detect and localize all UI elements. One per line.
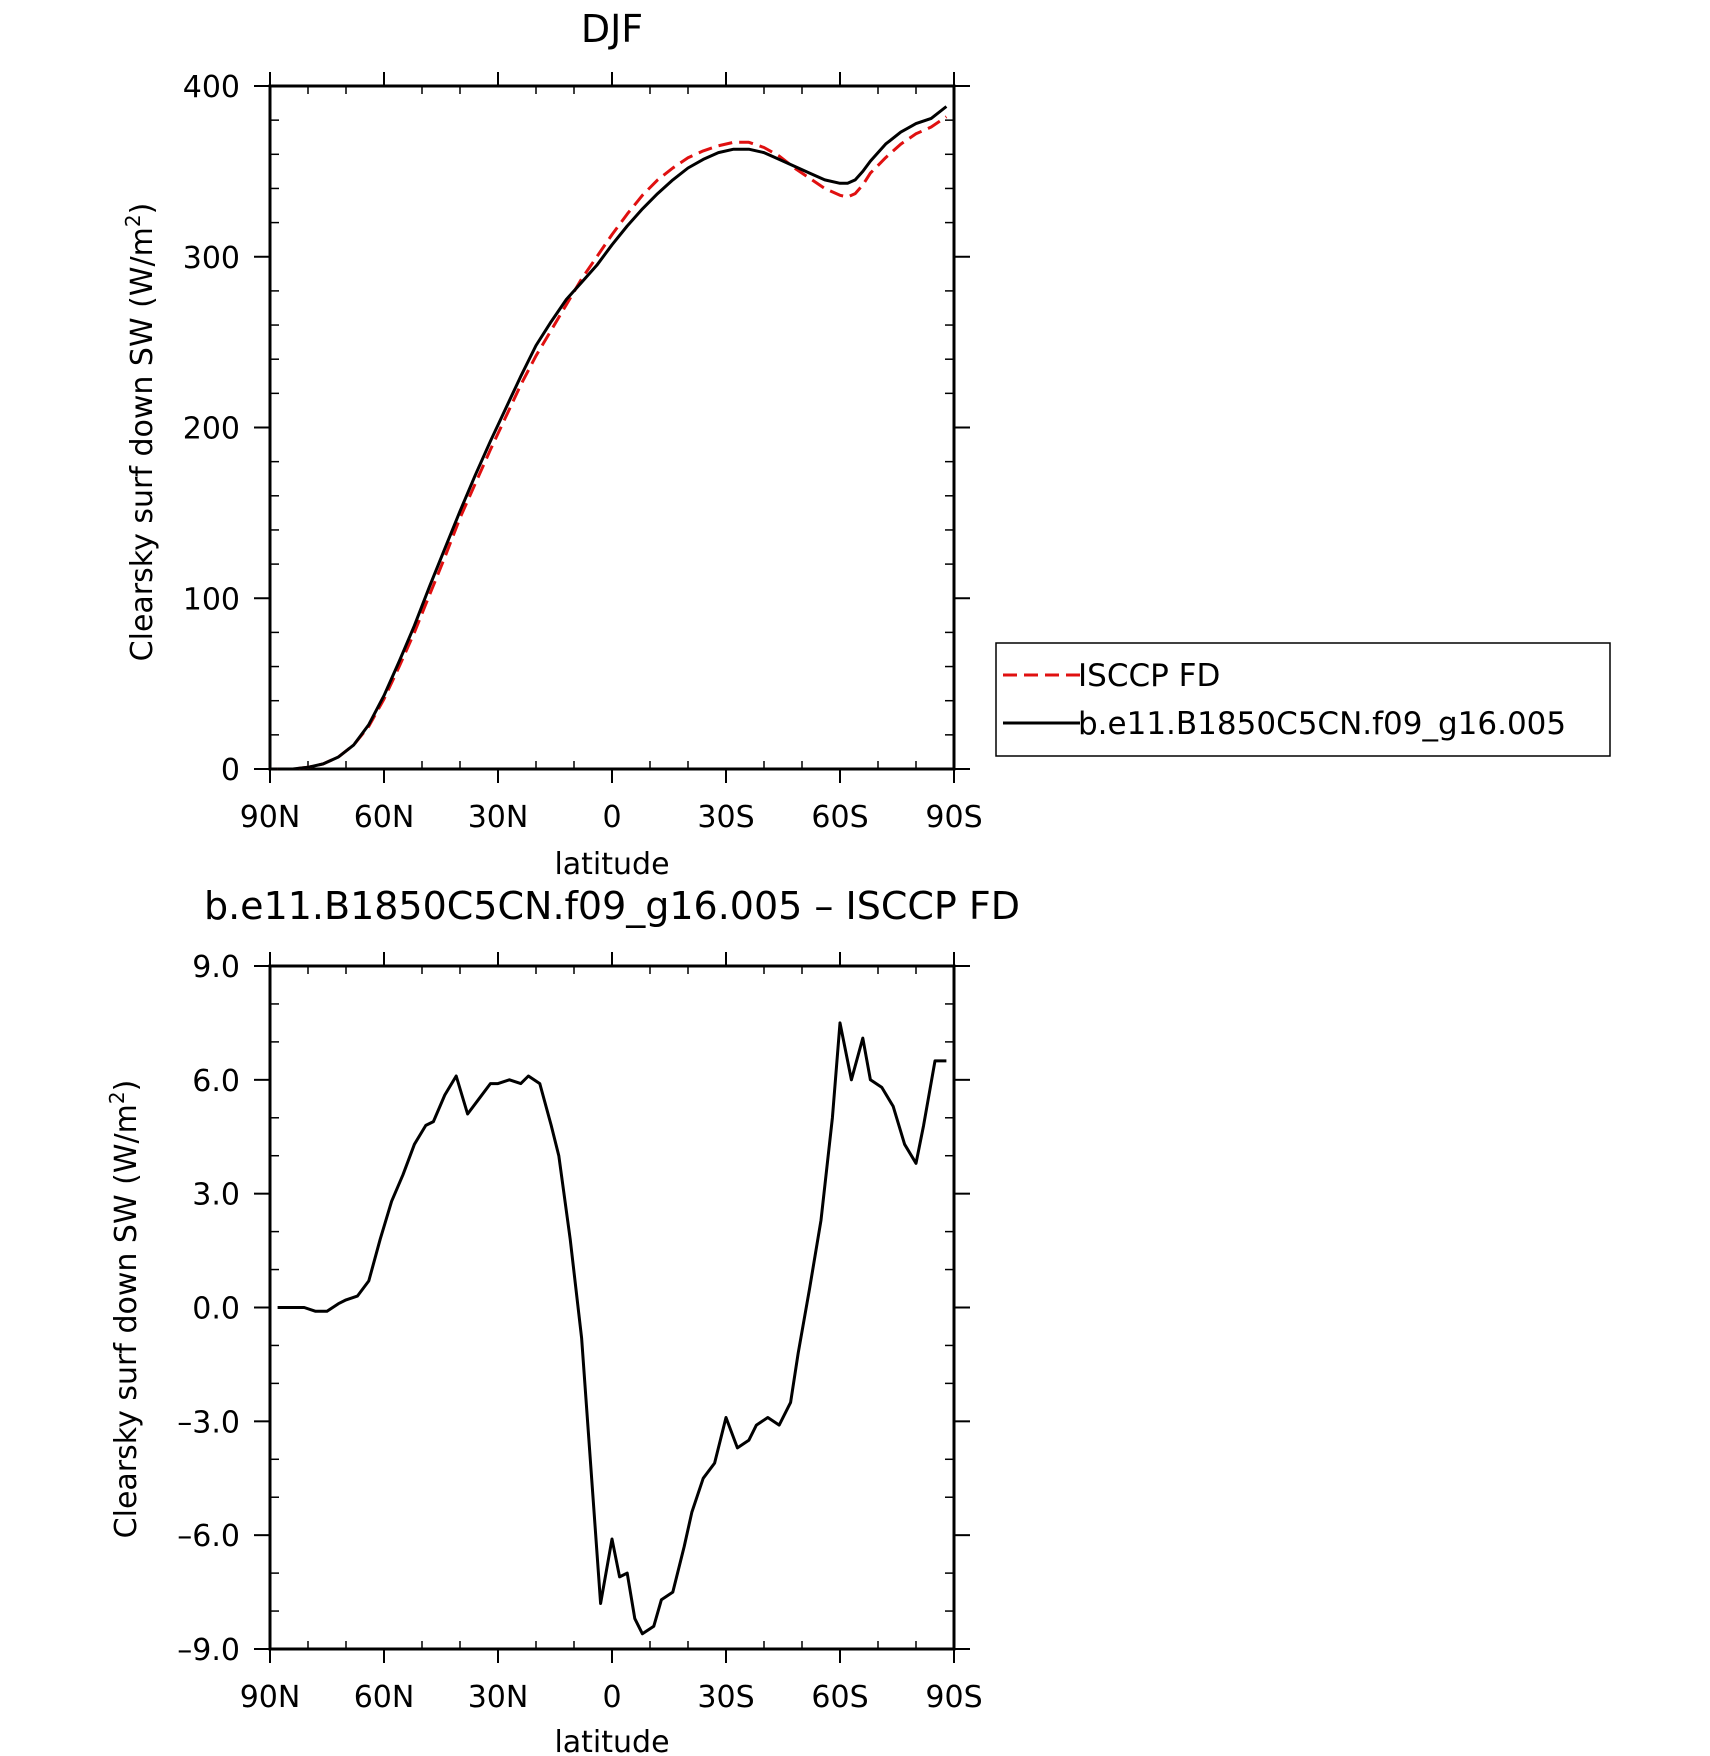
top-y-label-main: Clearsky surf down SW (W/m [125, 227, 160, 661]
top-chart-plot-area: 90N 60N 30N 0 30S 60S 90S 0 100 200 300 400 [183, 70, 983, 835]
bottom-x-tick-label: 30N [468, 1680, 529, 1715]
bottom-chart-x-axis-label: latitude [554, 1725, 669, 1756]
bottom-x-tick-label: 90N [240, 1680, 301, 1715]
top-y-tick-label: 200 [183, 412, 240, 447]
bottom-y-tick-label: –6.0 [177, 1519, 240, 1554]
top-x-tick-label: 60S [811, 800, 868, 835]
top-plot-frame [268, 84, 956, 771]
top-x-tick-label: 30N [468, 800, 529, 835]
top-series-line-1 [277, 105, 948, 771]
bottom-x-tick-label: 0 [602, 1680, 621, 1715]
top-y-tick-label: 0 [221, 753, 240, 788]
legend-box [995, 642, 1611, 757]
top-series-line-0 [277, 115, 948, 771]
top-y-tick-label: 400 [183, 70, 240, 105]
bottom-y-tick-label: 6.0 [192, 1064, 240, 1099]
top-y-tick-label: 100 [183, 582, 240, 617]
top-y-label-superscript: 2 [121, 214, 145, 227]
bottom-y-label-close: ) [109, 1080, 144, 1092]
bottom-y-tick-label: 9.0 [192, 950, 240, 985]
top-x-tick-label: 0 [602, 800, 621, 835]
bottom-x-tick-label: 90S [925, 1680, 982, 1715]
legend: ISCCP FD b.e11.B1850C5CN.f09_g16.005 [995, 642, 1611, 757]
top-chart-title: DJF [581, 7, 643, 51]
bottom-x-tick-label: 60N [354, 1680, 415, 1715]
top-chart-y-axis-label: Clearsky surf down SW (W/m2) [121, 203, 160, 662]
top-x-tick-label: 60N [354, 800, 415, 835]
bottom-chart-panel: b.e11.B1850C5CN.f09_g16.005 – ISCCP FD 9… [105, 884, 1020, 1756]
top-x-tick-label: 90N [240, 800, 301, 835]
legend-label-model: b.e11.B1850C5CN.f09_g16.005 [1078, 706, 1566, 742]
top-chart-panel: DJF 90N 60N 30N 0 30S 60S 90S 0 100 200 300 400 lat… [121, 7, 983, 882]
bottom-y-tick-label: 0.0 [192, 1292, 240, 1327]
bottom-y-tick-label: 3.0 [192, 1178, 240, 1213]
top-x-tick-label: 90S [925, 800, 982, 835]
bottom-y-tick-label: –9.0 [177, 1633, 240, 1668]
top-y-tick-label: 300 [183, 241, 240, 276]
top-y-label-close: ) [125, 203, 160, 215]
bottom-chart-y-axis-label: Clearsky surf down SW (W/m2) [105, 1080, 144, 1539]
bottom-x-tick-label: 30S [697, 1680, 754, 1715]
bottom-series-line-0 [277, 1021, 947, 1636]
bottom-y-label-superscript: 2 [105, 1091, 129, 1104]
bottom-chart-plot-area: 90N 60N 30N 0 30S 60S 90S 9.0 6.0 3.0 0.0 –3.0 –6.0 –… [177, 950, 982, 1715]
top-chart-x-axis-label: latitude [554, 847, 669, 882]
bottom-y-tick-label: –3.0 [177, 1405, 240, 1440]
bottom-y-label-main: Clearsky surf down SW (W/m [109, 1104, 144, 1538]
legend-label-isccp-fd: ISCCP FD [1078, 658, 1220, 694]
top-x-tick-label: 30S [697, 800, 754, 835]
bottom-chart-title: b.e11.B1850C5CN.f09_g16.005 – ISCCP FD [204, 884, 1020, 928]
bottom-x-tick-label: 60S [811, 1680, 868, 1715]
